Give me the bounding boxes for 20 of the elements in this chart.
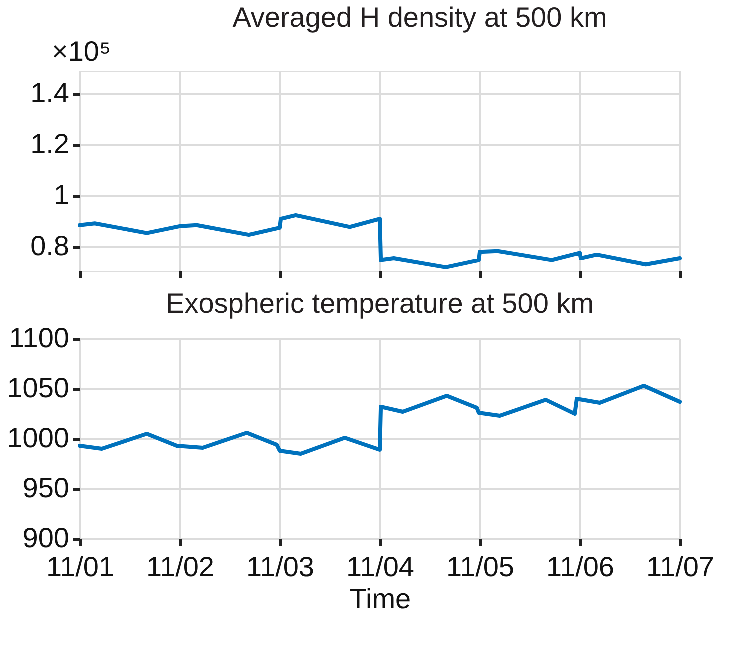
y-tick-label: 1.4 bbox=[30, 77, 70, 108]
x-tick-label: 11/06 bbox=[546, 552, 614, 582]
text: ×10⁵ bbox=[52, 36, 112, 67]
y-tick-label: 0.8 bbox=[30, 230, 70, 262]
y-tick-label: 1050 bbox=[7, 372, 70, 404]
chart-title: Exospheric temperature at 500 km bbox=[166, 288, 594, 319]
x-tick-label: 11/05 bbox=[446, 552, 514, 582]
x-tick-label: 11/04 bbox=[346, 552, 414, 582]
x-tick-label: 11/03 bbox=[246, 552, 314, 582]
y-tick-label: 1.2 bbox=[30, 128, 70, 160]
chart-title: Averaged H density at 500 km bbox=[232, 2, 608, 33]
y-tick-label: 1 bbox=[54, 179, 70, 210]
y-tick-label: 1000 bbox=[7, 422, 70, 454]
x-tick-label: 11/07 bbox=[646, 552, 714, 582]
x-tick-label: 11/02 bbox=[146, 552, 214, 582]
x-axis-title: Time bbox=[350, 584, 412, 614]
x-tick-label: 11/01 bbox=[46, 552, 114, 582]
y-tick-label: 950 bbox=[22, 472, 70, 504]
y-tick-label: 1100 bbox=[9, 322, 70, 354]
y-tick-label: 900 bbox=[22, 522, 70, 554]
